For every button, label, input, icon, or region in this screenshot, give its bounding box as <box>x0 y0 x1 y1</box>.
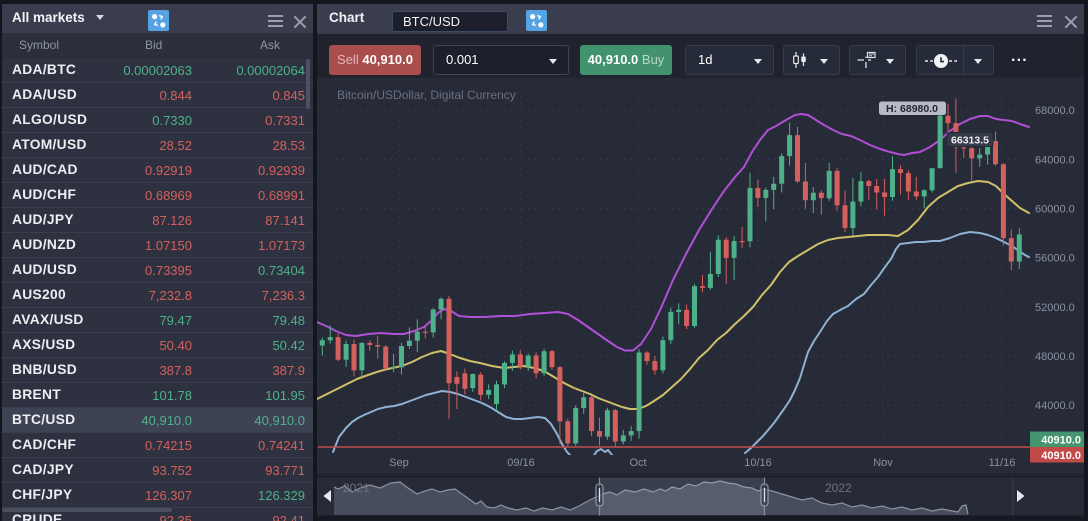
svg-text:64000.0: 64000.0 <box>1035 154 1075 166</box>
svg-text:Bitcoin/USDollar, Digital Curr: Bitcoin/USDollar, Digital Currency <box>337 88 516 102</box>
svg-text:Sep: Sep <box>389 457 409 469</box>
svg-text:68000.0: 68000.0 <box>1035 105 1075 117</box>
svg-text:52000.0: 52000.0 <box>1035 302 1075 314</box>
svg-text:56000.0: 56000.0 <box>1035 253 1075 265</box>
svg-text:60000.0: 60000.0 <box>1035 204 1075 216</box>
svg-text:09/16: 09/16 <box>507 457 535 469</box>
svg-text:H: 68980.0: H: 68980.0 <box>886 103 938 115</box>
svg-text:Nov: Nov <box>873 457 893 469</box>
svg-text:10/16: 10/16 <box>744 457 772 469</box>
svg-text:2021: 2021 <box>343 481 370 495</box>
svg-text:66313.5: 66313.5 <box>951 135 989 147</box>
svg-text:40910.0: 40910.0 <box>1041 435 1081 447</box>
svg-text:2022: 2022 <box>825 481 852 495</box>
svg-text:Oct: Oct <box>629 457 646 469</box>
svg-text:11/16: 11/16 <box>989 457 1016 469</box>
svg-text:48000.0: 48000.0 <box>1035 351 1075 363</box>
svg-text:40910.0: 40910.0 <box>1041 450 1081 462</box>
svg-text:44000.0: 44000.0 <box>1035 400 1075 412</box>
